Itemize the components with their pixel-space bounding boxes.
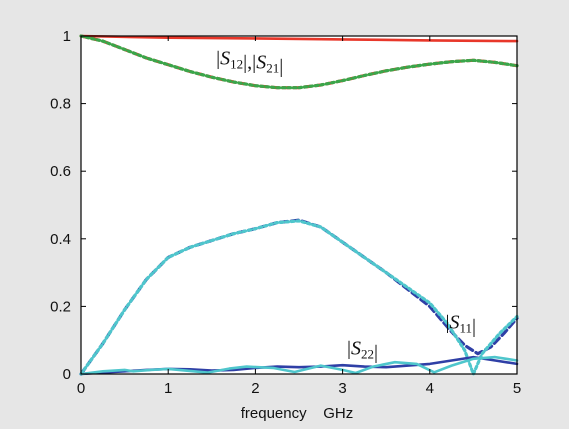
annotation-label-3: |S22| bbox=[347, 337, 378, 363]
y-tick-label: 0.4 bbox=[50, 231, 71, 248]
x-tick-label: 1 bbox=[164, 380, 172, 397]
y-tick-label: 0.2 bbox=[50, 298, 71, 315]
tick-layer bbox=[80, 35, 518, 375]
series-layer bbox=[79, 34, 519, 376]
x-tick-label: 5 bbox=[513, 380, 521, 397]
y-tick-label: 0 bbox=[63, 366, 71, 383]
label-layer: 0 1 2 3 4 5 0 0.2 0.4 0.6 0.8 1 bbox=[50, 28, 521, 397]
y-tick-label: 0.6 bbox=[50, 163, 71, 180]
y-tick-label: 1 bbox=[63, 28, 71, 45]
x-tick-label: 0 bbox=[77, 380, 85, 397]
x-tick-label: 3 bbox=[338, 380, 346, 397]
series-line-1 bbox=[79, 34, 519, 43]
x-tick-label: 2 bbox=[251, 380, 259, 397]
y-tick-label: 0.8 bbox=[50, 96, 71, 113]
annotation-label-1: |S12|,|S21| bbox=[216, 48, 283, 78]
series-line-7 bbox=[79, 355, 519, 376]
annotation-layer: |S12|,|S21| |S11| |S22| bbox=[216, 48, 476, 364]
plot-frame bbox=[80, 35, 518, 375]
annotation-label-2: |S11| bbox=[445, 311, 476, 337]
x-tick-label: 4 bbox=[426, 380, 434, 397]
x-axis-title: frequency GHz bbox=[241, 405, 354, 422]
series-line-3 bbox=[79, 34, 519, 90]
